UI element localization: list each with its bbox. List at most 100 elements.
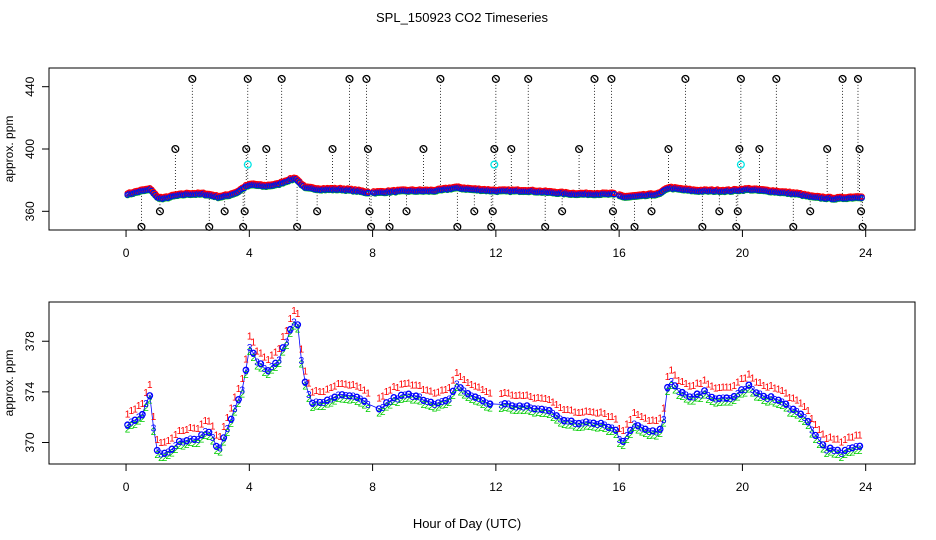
series-1-point: 1 [428,387,434,398]
bottom-ylabel: approx. ppm [2,350,16,417]
series-2-point: 2 [546,410,552,421]
series-3-point: 3 [317,398,323,409]
series-1-point: 1 [202,416,208,427]
series-2-point: 2 [502,403,508,414]
series-1-point: 1 [214,431,220,442]
series-3-point: 3 [709,393,715,404]
series-2-point: 2 [528,407,534,418]
series-2-point: 2 [572,423,578,434]
series-3-point: 3 [635,422,641,433]
outlier-point [715,207,724,216]
series-3-point: 3 [299,356,305,367]
series-3-point: 3 [254,358,260,369]
series-3-point: 3 [731,392,737,403]
blue-circle-point [752,389,760,397]
outlier-point [806,207,815,216]
blue-circle-point [575,419,583,427]
series-2-point: 2 [857,446,863,457]
series-1-point: 1 [805,406,811,417]
series-2-point: 2 [276,359,282,370]
series-1-point: 1 [628,415,634,426]
series-1-point: 1 [835,435,841,446]
cyan-point [243,160,252,169]
blue-circle-point [205,428,213,436]
series-1-point: 1 [802,402,808,413]
outlier-point-mark [856,76,860,81]
series-1-point: 1 [184,425,190,436]
series-3-point: 3 [628,426,634,437]
series-2-point: 2 [465,393,471,404]
outlier-point-mark [295,224,300,229]
series-3-point: 3 [336,390,342,401]
series-3-point: 3 [487,400,493,411]
blue-circle-point [553,412,560,419]
series-1-point: 1 [162,438,168,449]
outlier-point-mark [774,76,779,81]
series-1-point: 1 [302,367,308,378]
blue-circle-point [567,417,575,425]
series-2-point: 2 [484,402,490,413]
series-2-point: 2 [269,366,275,377]
outlier-point-mark [139,224,144,229]
series-2-point: 2 [439,401,445,412]
series-3-point: 3 [295,321,301,332]
series-2-point: 2 [705,395,711,406]
x-tick-label: 16 [612,246,626,260]
series-2-point: 2 [151,427,157,438]
series-1-point: 1 [458,372,464,383]
blue-circle-point [479,396,487,404]
series-3-point: 3 [657,425,663,436]
series-1-point: 1 [406,379,412,390]
series-1-point: 1 [620,426,626,437]
series-1-point: 1 [587,407,593,418]
series-3-point: 3 [665,383,671,394]
series-1-point: 1 [561,405,567,416]
series-3-point: 3 [506,400,512,411]
outlier-point [590,74,599,83]
series-1-point: 1 [421,385,427,396]
series-2-point: 2 [284,341,290,352]
series-2-point: 2 [195,439,201,450]
series-3-point: 3 [206,428,212,439]
series-1-point: 1 [398,380,404,391]
series-1-point: 1 [683,379,689,390]
series-1-point: 1 [720,382,726,393]
outlier-point-mark [611,209,615,214]
outlier-point [755,144,764,154]
series-3-point: 3 [794,407,800,418]
series-3-point: 3 [609,423,615,434]
outlier-point [647,207,656,216]
series-2-point: 2 [565,420,571,431]
series-2-point: 2 [387,401,393,412]
series-1-point: 1 [147,380,153,391]
series-3-point: 3 [831,446,837,457]
series-3-point: 3 [306,390,312,401]
series-3-point: 3 [288,325,294,336]
series-3-point: 3 [184,436,190,447]
series-2-point: 2 [295,324,301,335]
series-1-point: 1 [694,378,700,389]
series-2-point: 2 [180,441,186,452]
series-1-point: 1 [816,425,822,436]
series-1-point: 1 [325,384,331,395]
blue-circle-point [198,431,205,439]
series-1-point: 1 [798,399,804,410]
series-2-point: 2 [288,329,294,340]
series-2-point: 2 [776,400,782,411]
series-3-point: 3 [750,385,756,396]
series-2-point: 2 [251,353,257,364]
series-1-point: 1 [472,381,478,392]
blue-circle-point [227,415,235,423]
blue-circle-point [309,399,316,407]
series-1-point: 1 [188,423,194,434]
series-1-point: 1 [546,395,552,406]
outlier-point [733,207,742,216]
x-tick-label: 0 [123,246,130,260]
series-2-point: 2 [476,398,482,409]
series-3-point: 3 [824,445,830,456]
series-1-point: 1 [129,406,135,417]
series-3-point: 3 [598,419,604,430]
series-2-point: 2 [587,422,593,433]
series-3-line [127,320,860,454]
series-1-point: 1 [790,394,796,405]
